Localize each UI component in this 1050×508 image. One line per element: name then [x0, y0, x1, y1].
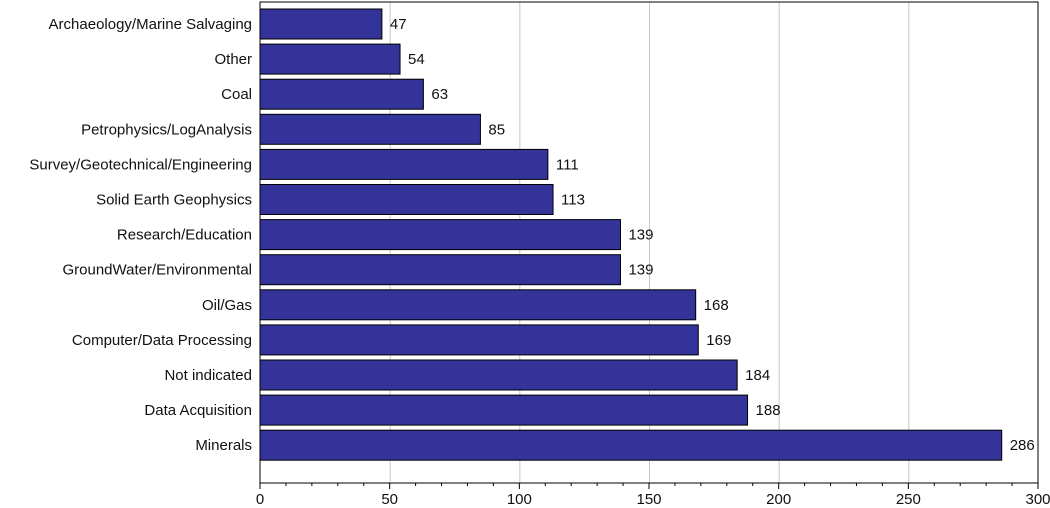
category-label: GroundWater/Environmental [62, 262, 252, 279]
category-label: Minerals [195, 437, 252, 454]
bar-value-label: 47 [390, 16, 407, 33]
category-label: Solid Earth Geophysics [96, 192, 252, 209]
category-label: Research/Education [117, 227, 252, 244]
bar [259, 429, 1003, 461]
bar-value-label: 113 [561, 192, 585, 209]
x-tick-label: 300 [1025, 491, 1050, 508]
bar [259, 8, 383, 40]
bar [259, 148, 549, 180]
bar-value-label: 169 [706, 332, 731, 349]
category-label: Survey/Geotechnical/Engineering [29, 156, 252, 173]
bars [259, 8, 1003, 461]
bar [259, 184, 554, 215]
bar-value-label: 63 [431, 86, 448, 103]
category-label: Data Acquisition [144, 402, 252, 419]
bar [259, 394, 749, 426]
bar-value-label: 111 [556, 156, 579, 173]
bar [259, 359, 738, 391]
category-labels: Archaeology/Marine Salvaging Other Coal Pet… [29, 16, 252, 454]
bar-value-label: 139 [628, 227, 653, 244]
x-axis: 0 50 100 150 200 250 300 [256, 483, 1050, 508]
bar-value-label: 139 [628, 262, 653, 279]
bar [259, 43, 401, 75]
bar [259, 219, 621, 251]
bar-value-label: 184 [745, 367, 770, 384]
bar-value-label: 286 [1010, 437, 1035, 454]
data-labels: 47 54 63 85 111 113 139 139 168 169 184 188 286 [390, 16, 1035, 454]
category-label: Archaeology/Marine Salvaging [49, 16, 252, 33]
x-tick-label: 100 [507, 491, 532, 508]
bar-value-label: 188 [756, 402, 781, 419]
category-label: Coal [221, 86, 252, 103]
bar [259, 113, 481, 145]
category-label: Other [214, 51, 252, 68]
bar [259, 78, 424, 110]
bar-value-label: 85 [488, 121, 505, 138]
x-tick-label: 0 [256, 491, 264, 508]
bar [259, 289, 697, 321]
bar [259, 254, 621, 286]
x-tick-label: 50 [381, 491, 398, 508]
bar-value-label: 168 [704, 297, 729, 314]
bar-value-label: 54 [408, 51, 425, 68]
category-label: Petrophysics/LogAnalysis [81, 121, 252, 138]
plot-frame [259, 1, 1039, 484]
x-tick-label: 200 [766, 491, 791, 508]
category-label: Computer/Data Processing [72, 332, 252, 349]
x-tick-label: 250 [896, 491, 921, 508]
bar [259, 324, 699, 356]
category-label: Oil/Gas [202, 297, 252, 314]
category-label: Not indicated [164, 367, 252, 384]
x-tick-label: 150 [636, 491, 661, 508]
